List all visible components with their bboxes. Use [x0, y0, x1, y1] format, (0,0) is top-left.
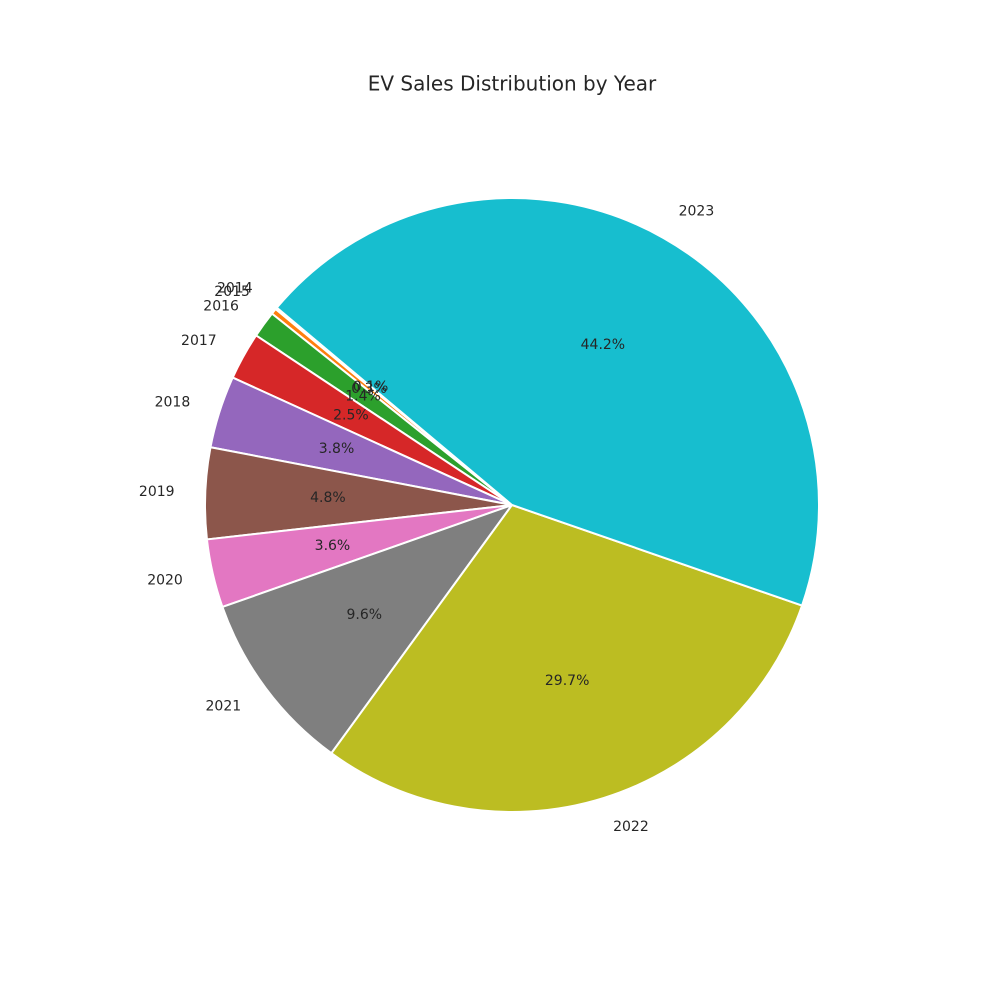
- pct-label: 29.7%: [545, 673, 589, 689]
- pct-label: 1.4%: [345, 389, 381, 405]
- slice-label: 2016: [203, 298, 239, 314]
- pct-label: 3.6%: [315, 538, 351, 554]
- pie-wedge: [275, 197, 820, 607]
- pct-label: 44.2%: [581, 337, 625, 353]
- slice-label: 2014: [217, 281, 253, 297]
- slice-label: 2015: [214, 284, 250, 300]
- slice-label: 2020: [147, 573, 183, 589]
- chart-title: EV Sales Distribution by Year: [368, 72, 657, 96]
- slice-label: 2017: [181, 333, 217, 349]
- slice-label: 2019: [139, 484, 175, 500]
- pct-label: 2.5%: [333, 408, 369, 424]
- slice-label: 2021: [206, 699, 242, 715]
- pct-label: 0.1%: [353, 379, 389, 395]
- pct-label: 3.8%: [319, 441, 355, 457]
- pie-wedge: [221, 504, 513, 755]
- slice-label: 2023: [679, 203, 715, 219]
- pct-label: 9.6%: [346, 607, 382, 623]
- slice-label: 2018: [155, 394, 191, 410]
- pct-label: 0.3%: [351, 381, 387, 397]
- slice-label: 2022: [613, 819, 649, 835]
- pie-wedge: [330, 504, 804, 813]
- pct-label: 4.8%: [310, 490, 346, 506]
